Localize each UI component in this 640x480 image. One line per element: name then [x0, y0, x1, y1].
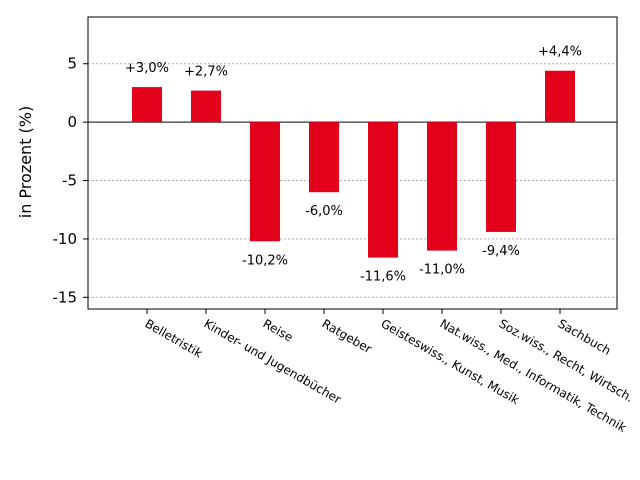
data-label: -10,2%	[242, 253, 288, 268]
data-label: +2,7%	[184, 65, 228, 80]
y-axis-title: in Prozent (%)	[16, 106, 35, 218]
data-label: -11,6%	[360, 270, 406, 285]
bar	[545, 70, 575, 123]
x-tick-label: Belletristik	[143, 316, 205, 360]
data-labels: +3,0% +2,7% -10,2% -6,0% -11,6% -11,0% -9,4% +4…	[125, 45, 582, 285]
bar	[368, 122, 398, 258]
grid-lines	[88, 63, 617, 298]
y-tick-label: -10	[53, 230, 78, 248]
bar	[486, 122, 516, 232]
y-axis-ticks: 5 0 -5 -10 -15	[53, 55, 88, 306]
x-tick-label: Ratgeber	[320, 316, 375, 356]
bar	[132, 87, 162, 123]
bars	[132, 70, 575, 258]
x-tick-label: Reise	[261, 316, 296, 344]
bar	[250, 122, 280, 242]
data-label: +4,4%	[538, 45, 582, 60]
y-tick-label: 5	[67, 55, 77, 73]
data-label: -9,4%	[482, 244, 520, 259]
y-tick-label: 0	[67, 113, 77, 131]
plot-frame	[87, 16, 618, 310]
y-tick-label: -15	[53, 288, 78, 306]
data-label: +3,0%	[125, 61, 169, 76]
bar	[427, 122, 457, 251]
bar	[191, 90, 221, 123]
data-label: -6,0%	[305, 204, 343, 219]
data-label: -11,0%	[419, 263, 465, 278]
y-tick-label: -5	[62, 172, 77, 190]
bar	[309, 122, 339, 193]
